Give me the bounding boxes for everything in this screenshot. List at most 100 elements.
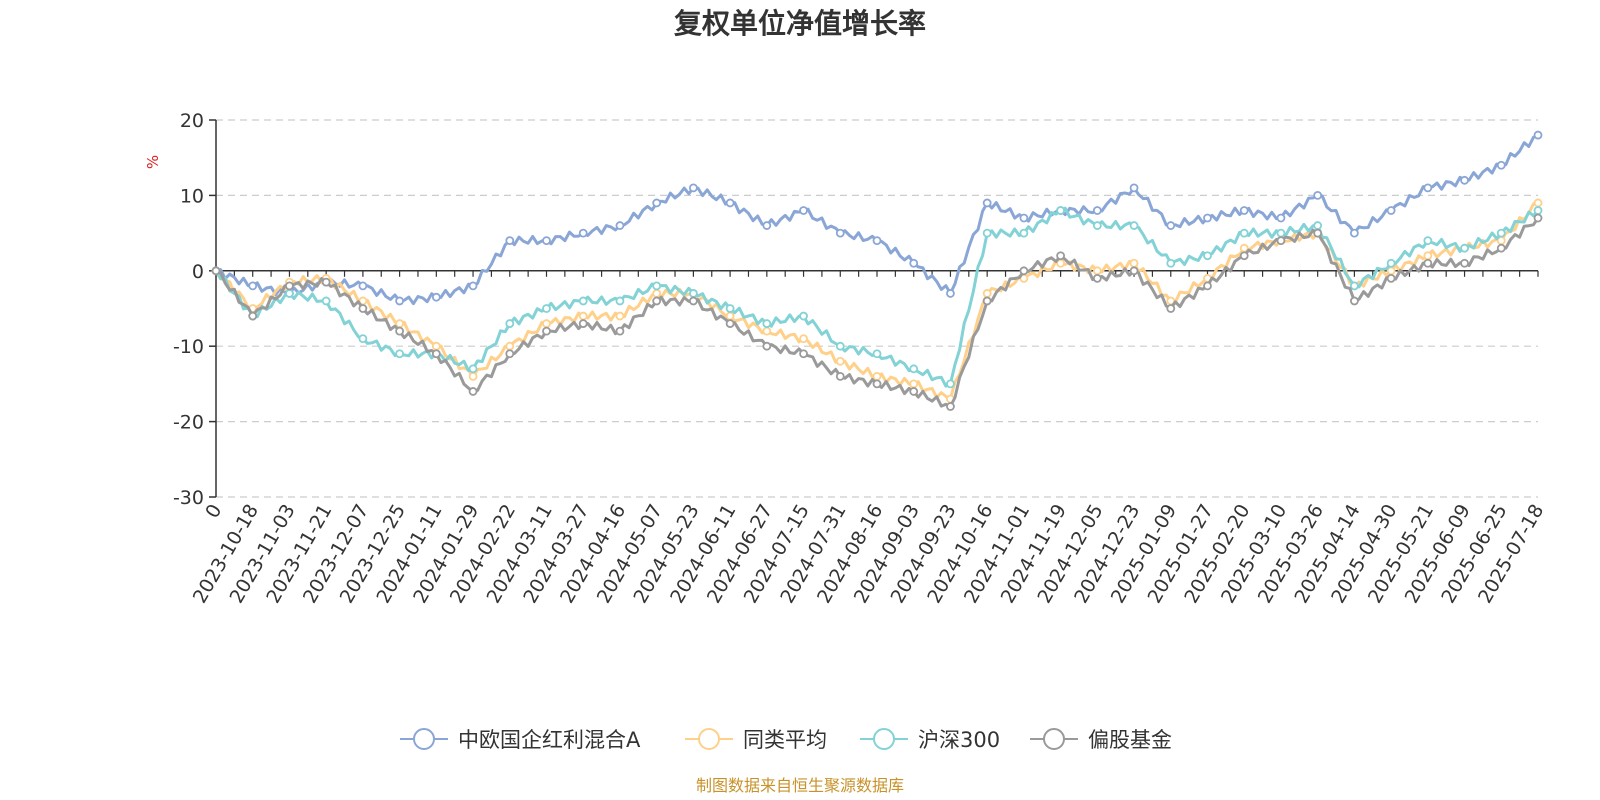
data-point xyxy=(248,311,258,321)
data-point xyxy=(395,349,405,359)
data-point xyxy=(1056,251,1066,261)
data-point xyxy=(1203,281,1212,291)
data-point xyxy=(615,311,625,321)
data-point xyxy=(1092,266,1102,276)
data-point xyxy=(1313,228,1323,238)
data-point xyxy=(615,221,625,230)
data-point xyxy=(358,334,368,344)
data-point xyxy=(615,326,625,336)
data-point xyxy=(1239,228,1249,238)
data-point xyxy=(321,296,331,306)
data-point xyxy=(1092,221,1102,230)
series-line xyxy=(215,133,1539,306)
data-point xyxy=(1166,258,1176,268)
data-point xyxy=(1496,228,1506,238)
data-point xyxy=(872,379,882,389)
grid-lines xyxy=(216,119,1538,498)
data-point xyxy=(652,198,662,208)
data-point xyxy=(578,296,588,306)
legend-marker xyxy=(413,728,435,750)
data-point xyxy=(725,319,735,328)
data-point xyxy=(1129,266,1139,276)
data-point xyxy=(542,319,551,328)
data-point xyxy=(1019,228,1029,238)
data-point xyxy=(1460,258,1469,268)
data-point xyxy=(1276,228,1286,238)
data-point xyxy=(909,258,919,268)
data-point xyxy=(542,326,551,336)
data-point xyxy=(505,319,515,328)
data-point xyxy=(321,277,331,287)
data-point xyxy=(946,289,955,298)
data-point xyxy=(835,228,845,238)
y-axis: -30 -20 -10 0 10 20 xyxy=(173,110,217,509)
data-point xyxy=(1496,243,1506,253)
data-point xyxy=(725,311,735,321)
data-point xyxy=(688,183,698,193)
data-point xyxy=(835,371,845,381)
data-point xyxy=(1386,206,1396,215)
y-tick-label: -20 xyxy=(173,412,204,434)
data-point xyxy=(982,198,992,208)
data-point xyxy=(285,289,294,298)
data-point xyxy=(248,281,258,291)
data-point xyxy=(505,236,515,246)
data-point xyxy=(909,387,919,396)
data-point xyxy=(395,319,405,328)
data-point xyxy=(799,311,808,321)
data-point xyxy=(285,281,294,291)
data-point xyxy=(725,198,735,208)
data-point xyxy=(1166,221,1176,230)
data-point xyxy=(1203,251,1212,261)
data-point xyxy=(395,326,405,336)
data-point xyxy=(1533,206,1543,215)
data-point xyxy=(1423,258,1433,268)
data-point xyxy=(1386,258,1396,268)
data-point xyxy=(505,341,515,351)
data-point xyxy=(799,206,808,215)
data-point xyxy=(211,266,221,276)
y-tick-label: 0 xyxy=(192,261,204,283)
data-point xyxy=(982,289,992,298)
series-lines xyxy=(211,130,1543,411)
y-axis-unit: % xyxy=(144,155,162,169)
data-point xyxy=(1129,258,1139,268)
data-point xyxy=(652,296,662,306)
y-tick-label: -10 xyxy=(173,336,204,358)
data-point xyxy=(946,402,955,411)
data-point xyxy=(1239,206,1249,215)
data-point xyxy=(1129,183,1139,193)
data-point xyxy=(1349,281,1359,291)
data-point xyxy=(468,387,478,396)
legend-marker xyxy=(698,728,720,750)
legend: 中欧国企红利混合A 同类平均 沪深300 偏股基金 xyxy=(400,728,1172,752)
data-point xyxy=(872,236,882,246)
data-point xyxy=(872,349,882,359)
data-point xyxy=(1276,213,1286,223)
legend-label: 同类平均 xyxy=(743,728,827,752)
data-point xyxy=(1276,236,1286,246)
data-point xyxy=(652,289,662,298)
data-point xyxy=(542,304,551,313)
data-point xyxy=(872,371,882,381)
data-point xyxy=(1533,198,1543,208)
data-point xyxy=(762,319,772,328)
data-point xyxy=(1092,206,1102,215)
data-point xyxy=(909,364,919,374)
data-point xyxy=(725,304,735,313)
data-point xyxy=(909,379,919,389)
data-point xyxy=(1166,304,1176,313)
data-point xyxy=(542,236,551,246)
data-point xyxy=(688,289,698,298)
data-point xyxy=(358,281,368,291)
data-point xyxy=(835,341,845,351)
data-point xyxy=(946,379,955,389)
legend-label: 中欧国企红利混合A xyxy=(458,728,641,752)
data-point xyxy=(505,349,515,359)
data-point xyxy=(982,296,992,306)
data-point xyxy=(762,221,772,230)
data-point xyxy=(468,364,478,374)
x-axis: 02023-10-182023-11-032023-11-212023-12-0… xyxy=(189,270,1548,607)
data-point xyxy=(982,228,992,238)
